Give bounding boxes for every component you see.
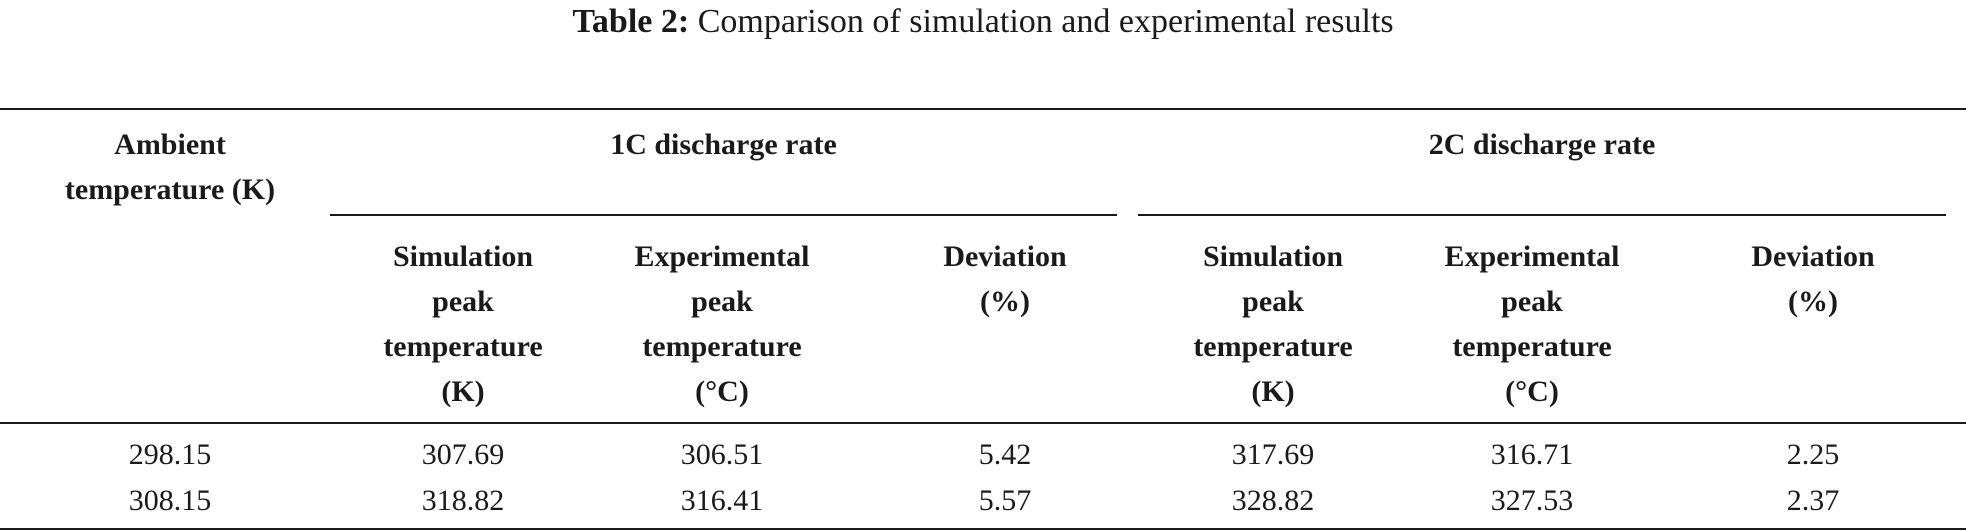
table-cell: 5.57	[978, 484, 1032, 517]
caption-text: Comparison of simulation and experimenta…	[697, 3, 1394, 40]
subheader-line: peak	[432, 285, 494, 318]
caption-label: Table 2:	[572, 3, 690, 40]
table-cell: 307.69	[421, 438, 505, 471]
header-ambient-line-2: temperature (K)	[64, 173, 276, 206]
subheader-line: Deviation	[1751, 240, 1875, 273]
subheader-line: (%)	[1788, 285, 1838, 318]
group-rule-1c	[330, 214, 1117, 216]
group-rule-2c	[1138, 214, 1946, 216]
table-cell: 316.41	[680, 484, 764, 517]
table-caption: Table 2: Comparison of simulation and ex…	[0, 0, 1966, 42]
subheader-line: Simulation	[392, 240, 534, 273]
table-cell: 5.42	[978, 438, 1032, 471]
header-1c-experimental-peak: Experimental peak temperature (°C)	[602, 234, 842, 414]
bottom-rule	[0, 528, 1966, 530]
subheader-line: (K)	[441, 375, 485, 408]
subheader-line: Experimental	[634, 240, 810, 273]
table-cell: 328.82	[1231, 484, 1315, 517]
table-cell: 2.37	[1786, 484, 1840, 517]
table-cell: 327.53	[1490, 484, 1574, 517]
subheader-line: Experimental	[1444, 240, 1620, 273]
table-cell: 306.51	[680, 438, 764, 471]
table-cell: 318.82	[421, 484, 505, 517]
subheader-line: Deviation	[943, 240, 1067, 273]
subheader-line: (°C)	[695, 375, 749, 408]
table-cell: 316.71	[1490, 438, 1574, 471]
subheader-line: (°C)	[1505, 375, 1559, 408]
table-cell: 317.69	[1231, 438, 1315, 471]
table-cell: 308.15	[128, 484, 212, 517]
header-1c-deviation: Deviation (%)	[895, 234, 1115, 324]
header-2c-experimental-peak: Experimental peak temperature (°C)	[1412, 234, 1652, 414]
subheader-line: (%)	[980, 285, 1030, 318]
header-2c-deviation: Deviation (%)	[1703, 234, 1923, 324]
subheader-line: peak	[1242, 285, 1304, 318]
subheader-line: Simulation	[1202, 240, 1344, 273]
table-cell: 2.25	[1786, 438, 1840, 471]
header-1c-simulation-peak: Simulation peak temperature (K)	[353, 234, 573, 414]
subheader-line: temperature	[383, 330, 543, 363]
subheader-line: temperature	[642, 330, 802, 363]
top-rule	[0, 108, 1966, 110]
header-bottom-rule	[0, 422, 1966, 424]
header-ambient-temperature: Ambient temperature (K)	[20, 122, 320, 212]
header-2c-discharge-rate: 2C discharge rate	[1428, 128, 1656, 161]
subheader-line: peak	[1501, 285, 1563, 318]
header-1c-discharge-rate: 1C discharge rate	[610, 128, 837, 161]
header-ambient-line-1: Ambient	[114, 128, 226, 161]
subheader-line: peak	[691, 285, 753, 318]
subheader-line: temperature	[1452, 330, 1612, 363]
subheader-line: temperature	[1193, 330, 1353, 363]
subheader-line: (K)	[1251, 375, 1295, 408]
header-2c-simulation-peak: Simulation peak temperature (K)	[1163, 234, 1383, 414]
table-cell: 298.15	[128, 438, 212, 471]
